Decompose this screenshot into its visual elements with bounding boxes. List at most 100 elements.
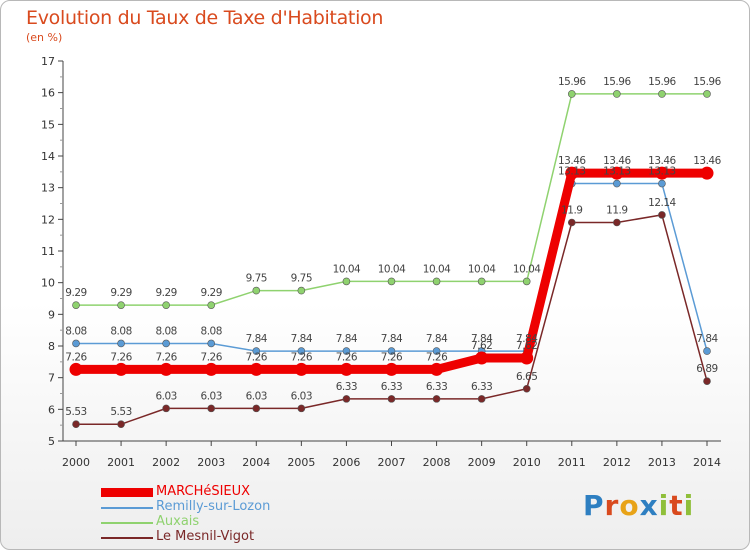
data-point xyxy=(162,301,170,309)
legend: MARCHéSIEUX Remilly-sur-Lozon Auxais Le Mes… xyxy=(101,484,341,545)
data-point xyxy=(432,395,441,403)
data-point xyxy=(703,377,711,385)
data-point xyxy=(297,347,306,355)
data-point xyxy=(658,90,666,98)
y-tick-label: 17 xyxy=(41,55,55,68)
y-tick-label: 9 xyxy=(48,308,55,321)
data-point xyxy=(703,90,711,98)
data-label: 7.84 xyxy=(381,333,403,345)
data-label: 7.26 xyxy=(110,351,132,363)
data-point xyxy=(117,420,125,429)
data-label: 8.08 xyxy=(65,325,86,337)
data-label: 7.26 xyxy=(65,351,87,363)
data-label: 6.33 xyxy=(381,381,402,393)
data-point xyxy=(297,286,306,295)
data-point xyxy=(432,277,441,286)
data-label: 8.08 xyxy=(201,325,222,337)
data-label: 13.13 xyxy=(648,166,676,178)
data-point xyxy=(207,301,216,309)
data-point xyxy=(162,404,170,413)
data-label: 7.62 xyxy=(516,340,537,352)
data-point xyxy=(658,211,666,219)
data-label: 6.33 xyxy=(426,381,447,393)
legend-label: Remilly-sur-Lozon xyxy=(156,499,271,514)
data-label: 13.13 xyxy=(603,166,631,178)
y-tick-label: 12 xyxy=(41,213,55,226)
data-point xyxy=(522,384,531,393)
legend-label: Le Mesnil-Vigot xyxy=(156,529,255,544)
data-label: 7.84 xyxy=(291,333,313,345)
data-label: 12.14 xyxy=(648,197,676,209)
data-point xyxy=(117,301,125,309)
data-point xyxy=(252,347,261,355)
data-label: 9.29 xyxy=(201,287,222,299)
data-point xyxy=(477,395,486,403)
data-label: 9.75 xyxy=(291,273,312,285)
data-point xyxy=(252,404,261,413)
data-label: 6.03 xyxy=(291,390,312,402)
data-point xyxy=(567,218,576,227)
x-tick-label: 2003 xyxy=(197,456,225,469)
legend-swatch xyxy=(101,507,153,509)
legend-item: Auxais xyxy=(101,514,341,530)
data-point xyxy=(658,179,666,188)
y-tick-label: 8 xyxy=(48,340,55,353)
data-label: 8.08 xyxy=(110,325,131,337)
data-label: 7.26 xyxy=(246,351,268,363)
data-label: 15.96 xyxy=(558,76,586,88)
data-label: 7.84 xyxy=(516,333,538,345)
data-label: 6.65 xyxy=(516,371,537,383)
data-point xyxy=(159,362,173,376)
data-point xyxy=(520,351,534,365)
x-tick-label: 2000 xyxy=(62,456,90,469)
y-tick-label: 5 xyxy=(48,435,55,448)
legend-label: MARCHéSIEUX xyxy=(156,484,251,499)
data-label: 15.96 xyxy=(648,76,676,88)
legend-item: Le Mesnil-Vigot xyxy=(101,529,341,545)
y-tick-label: 6 xyxy=(48,403,55,416)
data-point xyxy=(430,362,444,376)
data-point xyxy=(294,362,308,376)
data-label: 9.29 xyxy=(110,287,131,299)
data-point xyxy=(613,218,621,227)
y-tick-label: 7 xyxy=(48,372,55,385)
data-point xyxy=(522,277,531,286)
data-label: 6.03 xyxy=(155,390,176,402)
data-point xyxy=(117,339,125,348)
data-point xyxy=(297,404,306,413)
data-label: 6.03 xyxy=(201,390,222,402)
data-label: 7.26 xyxy=(155,351,177,363)
data-label: 7.62 xyxy=(471,340,492,352)
data-point xyxy=(162,339,170,348)
data-label: 7.84 xyxy=(336,333,358,345)
legend-label: Auxais xyxy=(156,514,200,529)
data-point xyxy=(613,90,621,98)
x-tick-label: 2008 xyxy=(423,456,451,469)
data-label: 11.9 xyxy=(561,205,582,217)
data-point xyxy=(72,301,80,309)
proxiti-logo: Proxiti xyxy=(583,489,694,522)
x-tick-label: 2001 xyxy=(107,456,135,469)
data-label: 7.84 xyxy=(471,333,493,345)
data-label: 13.46 xyxy=(558,155,586,167)
data-label: 7.84 xyxy=(426,333,448,345)
data-point xyxy=(432,347,441,355)
data-label: 9.75 xyxy=(246,273,267,285)
data-point xyxy=(613,179,621,188)
legend-item: Remilly-sur-Lozon xyxy=(101,499,341,515)
legend-item: MARCHéSIEUX xyxy=(101,484,341,500)
data-point xyxy=(703,347,711,355)
data-label: 7.26 xyxy=(336,351,358,363)
data-point xyxy=(655,166,669,180)
x-tick-label: 2014 xyxy=(693,456,721,469)
data-label: 9.29 xyxy=(155,287,176,299)
data-label: 10.04 xyxy=(378,263,406,275)
data-point xyxy=(387,347,396,355)
data-point xyxy=(249,362,263,376)
data-label: 11.9 xyxy=(606,205,627,217)
data-label: 5.53 xyxy=(110,406,131,418)
x-tick-label: 2007 xyxy=(378,456,406,469)
data-label: 7.26 xyxy=(426,351,448,363)
data-point xyxy=(342,347,351,355)
x-tick-label: 2004 xyxy=(242,456,270,469)
